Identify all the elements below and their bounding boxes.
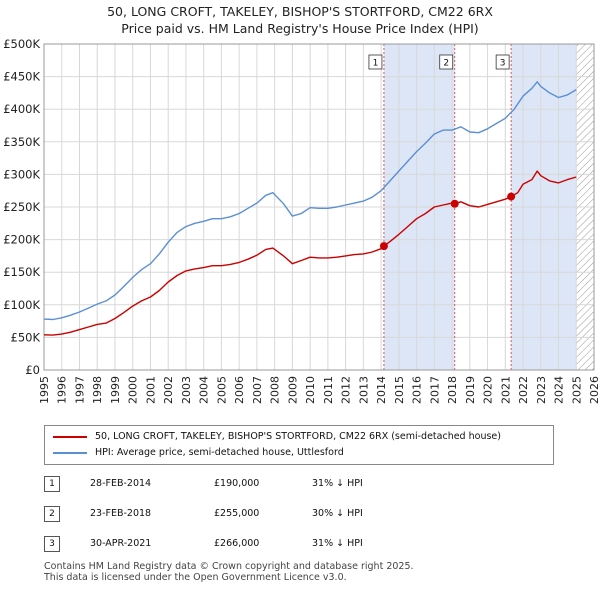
legend: 50, LONG CROFT, TAKELEY, BISHOP'S STORTF… <box>44 425 554 465</box>
sale-number-badge: 1 <box>44 476 60 492</box>
series-line <box>43 81 577 321</box>
x-tick-label: 1997 <box>73 376 86 404</box>
sale-label-text: 2 <box>443 59 449 69</box>
legend-hpi-swatch <box>53 451 87 454</box>
y-tick-label: £150K <box>3 265 40 279</box>
x-tick-label: 2016 <box>411 376 424 404</box>
x-tick-label: 2017 <box>428 376 441 404</box>
y-tick-label: £200K <box>3 233 40 247</box>
sale-price: £190,000 <box>214 478 260 489</box>
sale-point <box>450 199 459 208</box>
sale-row: 1 28-FEB-2014 £190,000 31% ↓ HPI <box>44 476 564 496</box>
x-tick-label: 2014 <box>375 376 388 404</box>
sale-label-box <box>439 54 454 70</box>
x-tick-label: 2018 <box>446 376 459 404</box>
y-tick-label: £250K <box>3 200 40 214</box>
y-tick-label: £100K <box>3 298 40 312</box>
x-tick-label: 2002 <box>162 376 175 404</box>
sale-label-box <box>495 54 510 70</box>
x-tick-label: 2004 <box>198 376 211 404</box>
legend-item-hpi: HPI: Average price, semi-detached house,… <box>53 445 344 461</box>
footer-licence: This data is licensed under the Open Gov… <box>44 572 347 583</box>
sale-price: £255,000 <box>214 508 260 519</box>
title-line-1: 50, LONG CROFT, TAKELEY, BISHOP'S STORTF… <box>107 4 493 19</box>
x-tick-label: 2001 <box>144 376 157 404</box>
x-tick-label: 2023 <box>535 376 548 404</box>
x-tick-label: 2011 <box>322 376 335 404</box>
y-tick-label: £450K <box>3 70 40 84</box>
x-tick-label: 2013 <box>357 376 370 404</box>
sale-price: £266,000 <box>214 538 260 549</box>
price-chart: £0 £50K £100K £150K £200K £250K £300K £350K £400… <box>3 37 600 404</box>
x-tick-label: 2020 <box>482 376 495 404</box>
x-tick-label: 2000 <box>127 376 140 404</box>
x-tick-label: 2025 <box>570 376 583 404</box>
legend-price-swatch <box>53 435 87 438</box>
x-tick-label: 2008 <box>269 376 282 404</box>
sale-number-badge: 2 <box>44 506 60 522</box>
footer-copyright: Contains HM Land Registry data © Crown c… <box>44 561 414 572</box>
x-tick-label: 1998 <box>91 376 104 404</box>
y-tick-label: £500K <box>3 37 40 51</box>
chart-title: 50, LONG CROFT, TAKELEY, BISHOP'S STORTF… <box>0 3 600 37</box>
legend-item-price: 50, LONG CROFT, TAKELEY, BISHOP'S STORTF… <box>53 429 501 445</box>
sale-hpi-diff: 31% ↓ HPI <box>312 478 363 489</box>
legend-price-label: 50, LONG CROFT, TAKELEY, BISHOP'S STORTF… <box>95 431 501 442</box>
x-tick-label: 2024 <box>553 376 566 404</box>
sale-row: 3 30-APR-2021 £266,000 31% ↓ HPI <box>44 536 564 556</box>
y-tick-label: £350K <box>3 135 40 149</box>
sale-date: 28-FEB-2014 <box>90 478 152 489</box>
x-tick-label: 2006 <box>233 376 246 404</box>
footer: Contains HM Land Registry data © Crown c… <box>44 561 414 583</box>
x-tick-label: 2005 <box>215 376 228 404</box>
x-tick-label: 1999 <box>109 376 122 404</box>
x-tick-label: 1996 <box>56 376 69 404</box>
y-tick-label: £300K <box>3 167 40 181</box>
sale-label-text: 1 <box>373 59 379 69</box>
sale-row: 2 23-FEB-2018 £255,000 30% ↓ HPI <box>44 506 564 526</box>
sale-point <box>507 192 516 201</box>
sale-date: 23-FEB-2018 <box>90 508 152 519</box>
x-tick-label: 2022 <box>517 376 530 404</box>
y-tick-label: £50K <box>11 330 41 344</box>
x-tick-label: 2015 <box>393 376 406 404</box>
sale-hpi-diff: 31% ↓ HPI <box>312 538 363 549</box>
x-tick-label: 1995 <box>38 376 51 404</box>
series-line <box>43 170 577 336</box>
x-tick-label: 2010 <box>304 376 317 404</box>
sale-date: 30-APR-2021 <box>90 538 152 549</box>
x-tick-label: 2026 <box>588 376 600 404</box>
x-tick-label: 2012 <box>340 376 353 404</box>
sale-hpi-diff: 30% ↓ HPI <box>312 508 363 519</box>
x-tick-label: 2009 <box>286 376 299 404</box>
title-line-2: Price paid vs. HM Land Registry's House … <box>121 21 479 36</box>
x-tick-label: 2007 <box>251 376 264 404</box>
sale-label-box <box>368 54 383 70</box>
sale-number-badge: 3 <box>44 536 60 552</box>
sale-point <box>379 242 388 251</box>
x-tick-label: 2021 <box>499 376 512 404</box>
legend-hpi-label: HPI: Average price, semi-detached house,… <box>95 447 344 458</box>
y-tick-label: £0 <box>25 363 40 377</box>
sale-label-text: 3 <box>500 59 506 69</box>
x-tick-label: 2003 <box>180 376 193 404</box>
x-tick-label: 2019 <box>464 376 477 404</box>
plot-frame <box>43 43 595 371</box>
y-tick-label: £400K <box>3 102 40 116</box>
